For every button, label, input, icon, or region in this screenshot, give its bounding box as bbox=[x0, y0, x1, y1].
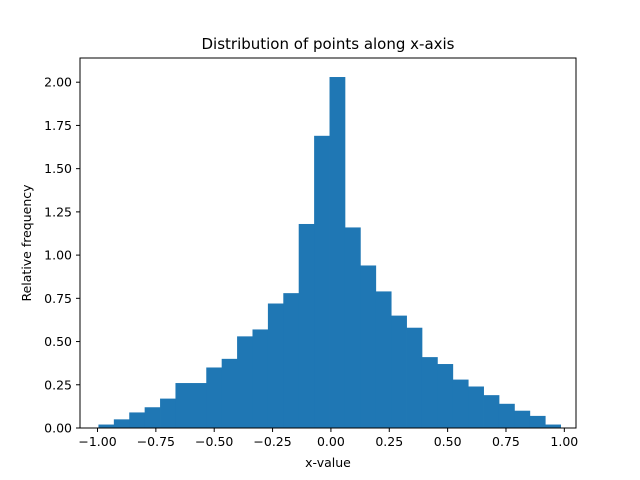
histogram-bar-5 bbox=[175, 383, 192, 428]
y-tick-label: 1.50 bbox=[44, 161, 72, 176]
y-tick-label: 2.00 bbox=[44, 75, 72, 90]
x-axis-ticks: −1.00 −0.75 −0.50 −0.25 0.00 0.25 0.50 0.75 1.00 bbox=[78, 428, 578, 449]
x-tick-label: −0.75 bbox=[137, 434, 175, 449]
histogram-bar-23 bbox=[452, 379, 469, 428]
x-tick-label: 0.25 bbox=[375, 434, 403, 449]
histogram-bar-7 bbox=[206, 367, 223, 428]
x-axis-label: x-value bbox=[305, 455, 351, 470]
histogram-bar-13 bbox=[298, 223, 315, 428]
histogram-bar-4 bbox=[160, 398, 176, 428]
histogram-bar-14 bbox=[314, 135, 330, 428]
y-tick-label: 0.25 bbox=[44, 377, 72, 392]
x-tick-label: −0.25 bbox=[253, 434, 291, 449]
histogram-bar-8 bbox=[221, 358, 238, 428]
histogram-bar-17 bbox=[360, 265, 377, 428]
histogram-bar-16 bbox=[344, 227, 361, 428]
histogram-bar-11 bbox=[267, 303, 284, 428]
histogram-bar-29 bbox=[545, 424, 561, 428]
chart-title: Distribution of points along x-axis bbox=[201, 35, 454, 53]
y-tick-label: 1.00 bbox=[44, 248, 72, 263]
histogram-bar-26 bbox=[498, 403, 515, 428]
histogram-bar-24 bbox=[468, 386, 484, 428]
histogram-bar-22 bbox=[437, 364, 454, 428]
y-tick-label: 1.75 bbox=[44, 118, 72, 133]
histogram-bar-18 bbox=[375, 291, 392, 428]
histogram-bar-2 bbox=[129, 412, 146, 428]
histogram-bar-6 bbox=[190, 383, 207, 428]
x-tick-label: −1.00 bbox=[78, 434, 116, 449]
histogram-bars bbox=[98, 77, 561, 429]
plot-frame bbox=[79, 57, 577, 429]
x-tick-label: −0.50 bbox=[195, 434, 233, 449]
y-tick-label: 0.75 bbox=[44, 291, 72, 306]
histogram-bar-15 bbox=[329, 77, 346, 429]
histogram-bar-19 bbox=[391, 315, 407, 428]
histogram-bar-20 bbox=[406, 327, 423, 428]
y-tick-label: 0.00 bbox=[44, 421, 72, 436]
histogram-bar-9 bbox=[237, 336, 253, 428]
histogram-bar-25 bbox=[483, 395, 500, 428]
y-axis-ticks: 0.00 0.25 0.50 0.75 1.00 1.25 1.50 1.75 2.00 bbox=[44, 75, 80, 436]
x-tick-label: 0.00 bbox=[317, 434, 345, 449]
y-tick-label: 1.25 bbox=[44, 204, 72, 219]
x-tick-label: 1.00 bbox=[550, 434, 578, 449]
x-tick-label: 0.75 bbox=[492, 434, 520, 449]
histogram-bar-3 bbox=[144, 407, 161, 428]
histogram-bar-0 bbox=[98, 424, 115, 428]
y-axis-label: Relative frequency bbox=[19, 184, 34, 302]
histogram-bar-21 bbox=[421, 357, 438, 428]
histogram-bar-1 bbox=[113, 419, 130, 428]
x-tick-label: 0.50 bbox=[434, 434, 462, 449]
histogram-bar-27 bbox=[514, 410, 531, 428]
histogram-bar-28 bbox=[529, 415, 546, 428]
y-tick-label: 0.50 bbox=[44, 334, 72, 349]
histogram-bar-12 bbox=[283, 293, 300, 428]
histogram-bar-10 bbox=[252, 329, 269, 428]
